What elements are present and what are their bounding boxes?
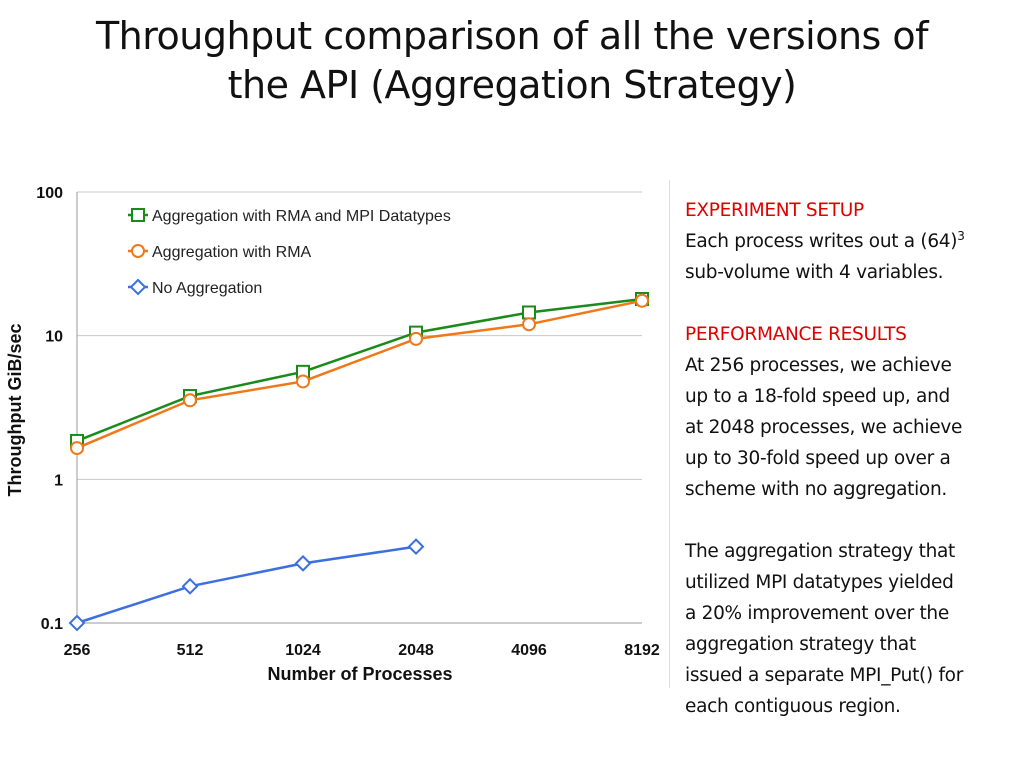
y-tick-label: 1 <box>54 472 63 489</box>
conclusion-line: a 20% improvement over the <box>685 603 949 624</box>
results-line: at 2048 processes, we achieve <box>685 417 963 438</box>
conclusion-line: each contiguous region. <box>685 696 901 717</box>
data-point <box>181 577 199 595</box>
legend-entry: Aggregation with RMA and MPI Datatypes <box>128 208 451 225</box>
x-axis-title: Number of Processes <box>267 664 452 684</box>
conclusion-line: The aggregation strategy that <box>685 541 956 562</box>
data-point <box>68 614 86 632</box>
results-heading: PERFORMANCE RESULTS <box>685 324 907 345</box>
results-line: scheme with no aggregation. <box>685 479 947 500</box>
series-2 <box>70 293 649 456</box>
setup-heading: EXPERIMENT SETUP <box>685 200 864 221</box>
throughput-chart: 0.1 1 10 100 256 512 1024 2048 4096 8192 Aggregat… <box>5 185 660 684</box>
x-tick-label: 512 <box>177 642 204 659</box>
y-tick-label: 100 <box>36 185 63 202</box>
series-layer <box>68 291 649 632</box>
results-line: At 256 processes, we achieve <box>685 355 952 376</box>
legend-label: Aggregation with RMA and MPI Datatypes <box>152 208 451 225</box>
y-axis-title: Throughput GiB/sec <box>5 324 25 497</box>
setup-text-superscript: 3 <box>957 228 965 243</box>
x-tick-label: 2048 <box>398 642 434 659</box>
setup-text-line-1: Each process writes out a (64)3 <box>685 226 1020 257</box>
legend-label: Aggregation with RMA <box>152 244 312 261</box>
series-line <box>76 299 643 450</box>
data-point <box>296 374 310 389</box>
slide-title-line-1: Throughput comparison of all the version… <box>95 14 929 58</box>
column-divider <box>669 180 670 688</box>
data-point <box>70 441 84 456</box>
series-3 <box>68 538 425 632</box>
conclusion-line: aggregation strategy that <box>685 634 916 655</box>
series-line <box>76 545 417 625</box>
legend-label: No Aggregation <box>152 280 262 297</box>
data-point <box>294 554 312 572</box>
setup-text-line-2: sub-volume with 4 variables. <box>685 262 944 283</box>
data-point <box>522 305 536 320</box>
notes-panel: EXPERIMENT SETUP Each process writes out… <box>685 195 1020 722</box>
legend-entry: Aggregation with RMA <box>128 244 312 261</box>
data-point <box>635 293 649 308</box>
data-point <box>522 317 536 332</box>
x-tick-label: 1024 <box>285 642 321 659</box>
setup-text-main: Each process writes out a (64) <box>685 231 958 252</box>
legend-entry: No Aggregation <box>128 278 262 297</box>
legend-marker <box>131 244 145 258</box>
results-line: up to 30-fold speed up over a <box>685 448 951 469</box>
series-line <box>76 297 643 443</box>
legend-marker <box>131 208 145 222</box>
conclusion-line: issued a separate MPI_Put() for <box>685 665 964 686</box>
legend: Aggregation with RMA and MPI Datatypes Ag… <box>128 208 451 297</box>
legend-marker <box>129 278 147 296</box>
x-tick-label: 256 <box>64 642 91 659</box>
y-tick-label: 0.1 <box>41 616 63 633</box>
data-point <box>409 331 423 346</box>
y-tick-label: 10 <box>45 329 63 346</box>
series-1 <box>70 291 649 448</box>
x-tick-label: 4096 <box>511 642 547 659</box>
slide-title: Throughput comparison of all the version… <box>60 12 964 110</box>
axes: 0.1 1 10 100 256 512 1024 2048 4096 8192 <box>36 185 660 659</box>
slide-title-line-2: the API (Aggregation Strategy) <box>227 63 797 107</box>
data-point <box>407 538 425 556</box>
data-point <box>183 393 197 408</box>
conclusion-line: utilized MPI datatypes yielded <box>685 572 954 593</box>
x-tick-label: 8192 <box>624 642 660 659</box>
results-line: up to a 18-fold speed up, and <box>685 386 950 407</box>
